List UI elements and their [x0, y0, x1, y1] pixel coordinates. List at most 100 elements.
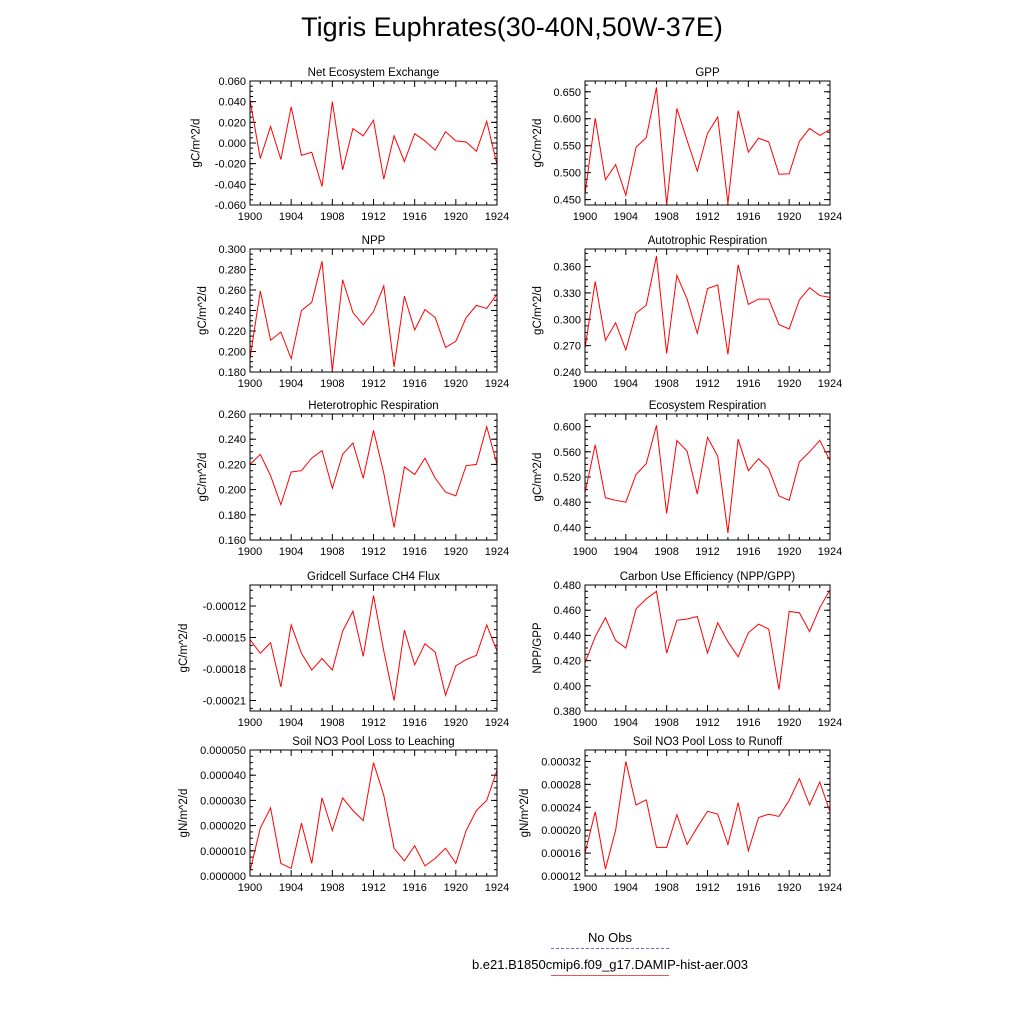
y-axis-label: gC/m^2/d: [197, 286, 209, 335]
y-tick-label: 0.460: [553, 605, 581, 617]
x-tick-label: 1908: [654, 546, 678, 558]
plot-frame: [584, 413, 831, 541]
y-axis-label: gN/m^2/d: [178, 789, 190, 838]
x-tick-label: 1916: [402, 211, 426, 223]
y-tick-label: 0.500: [553, 168, 581, 180]
panel-title: GPP: [695, 67, 720, 79]
y-tick-label: 0.300: [553, 314, 581, 326]
panel-6: Ecosystem Respiration 1900 1904 1908 1912 191…: [532, 400, 842, 558]
y-axis-label: gC/m^2/d: [532, 119, 544, 168]
y-tick-label: 0.520: [553, 472, 581, 484]
x-tick-label: 1924: [485, 717, 509, 729]
legend-swatch-obs: [551, 948, 669, 949]
y-tick-label: -0.020: [215, 159, 246, 171]
series-line: [584, 87, 831, 206]
y-axis-label: gC/m^2/d: [191, 119, 203, 168]
x-tick-label: 1920: [444, 378, 468, 390]
panel-1: Net Ecosystem Exchange 1900 1904 1908 1912 19…: [191, 67, 510, 223]
y-tick-label: 0.160: [218, 535, 246, 547]
y-tick-label: 0.260: [218, 409, 246, 421]
y-tick-label: 0.440: [553, 522, 581, 534]
series-line: [584, 761, 831, 870]
x-tick-label: 1904: [279, 211, 303, 223]
panel-title: Gridcell Surface CH4 Flux: [307, 571, 440, 583]
panel-3: NPP 1900 1904 1908 1912 1916 1920 1924 0.300 0.28…: [197, 235, 509, 390]
x-tick-label: 1924: [818, 546, 842, 558]
x-tick-label: 1904: [279, 378, 303, 390]
x-tick-label: 1900: [573, 717, 597, 729]
x-tick-label: 1912: [695, 717, 719, 729]
x-tick-label: 1908: [320, 546, 344, 558]
x-tick-label: 1908: [320, 211, 344, 223]
figure-title: Tigris Euphrates(30-40N,50W-37E): [301, 12, 723, 42]
y-tick-label: 0.220: [218, 459, 246, 471]
x-tick-label: 1900: [573, 378, 597, 390]
x-tick-label: 1924: [485, 882, 509, 894]
x-tick-label: 1924: [818, 882, 842, 894]
x-tick-label: 1900: [238, 717, 262, 729]
x-tick-label: 1920: [777, 717, 801, 729]
y-tick-label: 0.560: [553, 447, 581, 459]
x-tick-label: 1908: [320, 378, 344, 390]
x-tick-label: 1908: [654, 378, 678, 390]
x-tick-label: 1912: [361, 378, 385, 390]
x-tick-label: 1908: [320, 882, 344, 894]
x-tick-label: 1908: [654, 717, 678, 729]
x-tick-label: 1912: [361, 882, 385, 894]
x-tick-label: 1904: [614, 378, 638, 390]
panel-4: Autotrophic Respiration 1900 1904 1908 1912 1…: [532, 235, 842, 390]
y-axis-label: gC/m^2/d: [532, 453, 544, 502]
x-tick-label: 1908: [654, 882, 678, 894]
y-tick-label: 0.000030: [200, 795, 246, 807]
legend-label-model: b.e21.B1850cmip6.f09_g17.DAMIP-hist-aer.…: [471, 957, 749, 972]
x-tick-label: 1904: [279, 882, 303, 894]
panel-8: Carbon Use Efficiency (NPP/GPP) 1900 1904 1…: [532, 571, 842, 729]
panel-10: Soil NO3 Pool Loss to Runoff 1900 1904 1908…: [519, 736, 842, 894]
y-tick-label: 0.00024: [541, 802, 581, 814]
series-line: [249, 261, 498, 372]
panel-9: Soil NO3 Pool Loss to Leaching 1900 1904 19…: [178, 736, 509, 894]
y-tick-label: 0.000: [218, 138, 246, 150]
y-tick-label: 0.000000: [200, 871, 246, 883]
y-tick-label: 0.180: [218, 367, 246, 379]
y-tick-label: 0.440: [553, 630, 581, 642]
x-tick-label: 1904: [279, 546, 303, 558]
x-tick-label: 1900: [238, 882, 262, 894]
y-tick-label: 0.280: [218, 265, 246, 277]
plot-frame: [249, 749, 498, 877]
y-tick-label: 0.600: [553, 114, 581, 126]
x-tick-label: 1916: [402, 717, 426, 729]
plot-frame: [584, 248, 831, 373]
y-tick-label: 0.060: [218, 76, 246, 88]
series-line: [249, 595, 498, 701]
legend: No Obs b.e21.B1850cmip6.f09_g17.DAMIP-hi…: [440, 930, 780, 976]
panel-title: Carbon Use Efficiency (NPP/GPP): [620, 571, 796, 583]
y-tick-label: 0.360: [553, 262, 581, 274]
series-line: [584, 255, 831, 355]
y-tick-label: 0.00020: [541, 825, 581, 837]
x-tick-label: 1912: [695, 882, 719, 894]
plot-frame: [584, 80, 831, 206]
x-tick-label: 1916: [402, 882, 426, 894]
y-tick-label: 0.400: [553, 681, 581, 693]
plot-frame: [584, 584, 831, 712]
panel-title: Soil NO3 Pool Loss to Leaching: [292, 736, 454, 748]
panel-title: Net Ecosystem Exchange: [308, 67, 440, 79]
legend-entry-obs: No Obs: [440, 930, 780, 949]
legend-label-obs: No Obs: [587, 930, 633, 945]
x-tick-label: 1900: [238, 546, 262, 558]
y-axis-label: NPP/GPP: [532, 622, 544, 673]
plot-frame: [249, 584, 498, 712]
x-tick-label: 1920: [444, 546, 468, 558]
x-tick-label: 1916: [736, 546, 760, 558]
panel-title: Soil NO3 Pool Loss to Runoff: [633, 736, 783, 748]
y-tick-label: -0.00012: [203, 601, 246, 613]
panel-5: Heterotrophic Respiration 1900 1904 1908 191…: [197, 400, 509, 558]
y-tick-label: 0.550: [553, 141, 581, 153]
series-line: [584, 589, 831, 690]
series-line: [584, 425, 831, 534]
y-axis-label: gC/m^2/d: [178, 624, 190, 673]
y-tick-label: 0.600: [553, 422, 581, 434]
legend-swatch-model: [551, 975, 669, 976]
